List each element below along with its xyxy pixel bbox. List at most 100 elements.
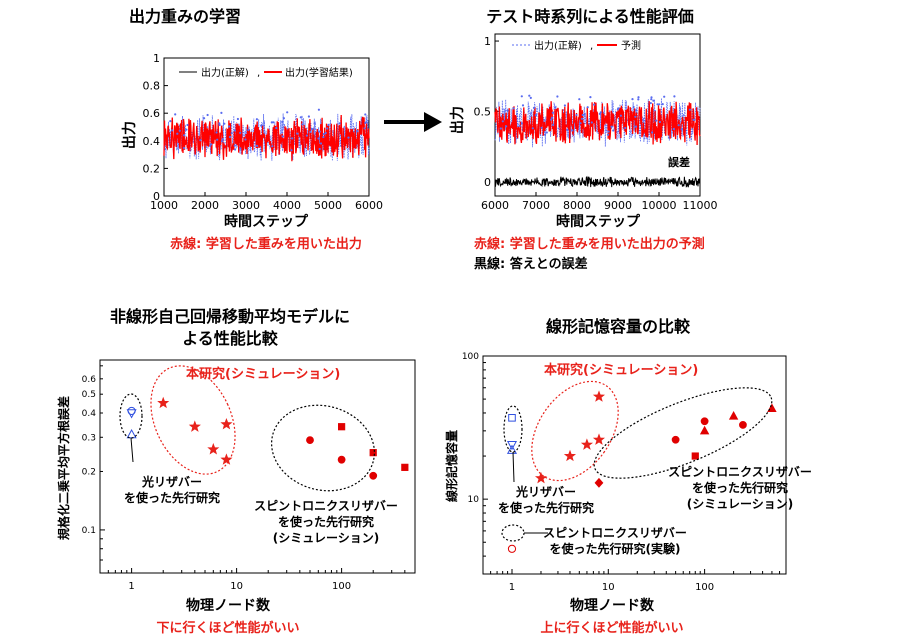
correct-point — [299, 116, 302, 119]
correct-point — [543, 133, 547, 136]
correct-point — [247, 128, 250, 132]
correct-point — [364, 121, 367, 124]
x-tick-label: 4000 — [273, 199, 301, 212]
correct-point — [518, 124, 521, 127]
x-tick-label: 10 — [602, 582, 615, 593]
data-point-triangle — [506, 444, 518, 454]
y-axis-label: 出力 — [449, 106, 466, 134]
correct-point — [290, 149, 293, 152]
correct-point — [692, 118, 695, 121]
correct-point — [270, 121, 273, 124]
correct-point — [598, 112, 602, 115]
data-point-triangle-down — [126, 409, 137, 419]
y-tick-label: 0 — [484, 176, 491, 189]
chart-caption: 赤線: 学習した重みを用いた出力 — [170, 236, 362, 252]
x-tick-label: 8000 — [563, 199, 591, 212]
y-tick-label: 0.5 — [82, 390, 96, 400]
data-point-circle — [337, 455, 346, 464]
correct-point — [563, 104, 567, 107]
series-line-2 — [494, 175, 701, 188]
chart-title: テスト時系列による性能評価 — [486, 7, 694, 26]
correct-point — [650, 96, 653, 99]
chart-caption: 上に行くほど性能がいい — [540, 620, 683, 636]
y-tick-label: 0.3 — [82, 433, 96, 443]
group-label-spintronics-2: を使った先行研究 — [692, 480, 788, 495]
y-tick-label: 0.2 — [143, 162, 161, 175]
correct-point — [599, 111, 602, 114]
correct-point — [305, 134, 308, 137]
correct-point — [319, 142, 323, 145]
group-label-this-work: 本研究(シミュレーション) — [186, 366, 340, 382]
correct-point — [501, 120, 504, 123]
chart-title: 線形記憶容量の比較 — [546, 317, 691, 336]
correct-point — [271, 145, 274, 148]
group-outline-optical — [503, 405, 523, 453]
correct-point — [661, 103, 664, 106]
plot-frame — [99, 359, 416, 574]
correct-point — [680, 128, 683, 131]
correct-point — [656, 103, 659, 106]
correct-point — [324, 131, 327, 135]
annotation-leader-optical — [130, 437, 134, 463]
error-annotation: 誤差 — [668, 155, 690, 169]
correct-point — [529, 96, 532, 99]
x-tick-label: 1000 — [150, 199, 178, 212]
legend-label-correct: 出力(正解) — [534, 39, 582, 52]
data-point-circle — [700, 417, 709, 426]
correct-point — [556, 95, 559, 98]
x-tick-label: 100 — [332, 581, 351, 592]
correct-point — [255, 118, 258, 121]
correct-point — [185, 128, 188, 131]
group-label-experiment-1: スピントロニクスリザバー — [543, 526, 687, 540]
correct-point — [578, 98, 581, 101]
group-label-spintronics-1: スピントロニクスリザバー — [254, 499, 398, 513]
correct-point — [575, 113, 578, 117]
data-point-star — [592, 390, 606, 402]
correct-point — [318, 147, 321, 151]
x-tick-label: 100 — [695, 582, 714, 593]
y-axis-label: 規格化二乗平均平方根誤差 — [56, 396, 71, 540]
legend-label-learned: 出力(学習結果) — [285, 66, 353, 79]
correct-point — [550, 118, 553, 121]
legend: 出力(正解) , 予測 — [512, 39, 641, 52]
correct-point — [313, 122, 316, 125]
correct-point — [607, 130, 610, 133]
x-tick-label: 1 — [128, 581, 134, 592]
correct-point — [244, 138, 247, 141]
correct-point — [228, 125, 231, 128]
correct-point — [281, 120, 284, 123]
correct-point — [579, 122, 582, 125]
x-tick-label: 6000 — [355, 199, 383, 212]
axis-ticks: 1 10 100 0.1 0.2 0.3 0.4 0.5 0.6 — [82, 365, 416, 592]
chart-memory-capacity: 線形記憶容量の比較 1 10 100 10 100 本研究(シミュレーション) 光リザバ… — [444, 317, 812, 636]
correct-point — [317, 108, 320, 111]
correct-point — [672, 127, 675, 131]
chart-caption-black: 黒線: 答えとの誤差 — [474, 256, 588, 272]
x-tick-label: 10 — [230, 581, 243, 592]
group-outline-spintronics — [271, 404, 375, 492]
y-tick-label: 100 — [462, 352, 479, 362]
group-label-this-work: 本研究(シミュレーション) — [544, 362, 698, 378]
correct-point — [610, 125, 613, 128]
correct-point — [506, 109, 509, 112]
legend-separator: , — [590, 41, 593, 52]
series-line-1 — [494, 101, 701, 146]
correct-point — [218, 122, 221, 125]
x-tick-label: 5000 — [314, 199, 342, 212]
correct-point — [169, 120, 172, 123]
correct-point — [652, 99, 655, 102]
y-tick-label: 0 — [153, 190, 160, 203]
correct-point — [688, 108, 692, 111]
group-outline-spintronics — [593, 387, 773, 479]
data-points — [506, 390, 777, 553]
data-point-circle — [507, 544, 517, 553]
x-axis-label: 物理ノード数 — [186, 597, 271, 614]
correct-point — [540, 126, 543, 129]
axis-ticks: 1 10 100 10 100 — [462, 352, 787, 593]
correct-point — [364, 113, 367, 116]
data-points — [126, 396, 409, 480]
correct-point — [505, 125, 508, 128]
correct-point — [528, 94, 531, 97]
correct-point — [327, 123, 330, 126]
correct-point — [612, 129, 615, 132]
